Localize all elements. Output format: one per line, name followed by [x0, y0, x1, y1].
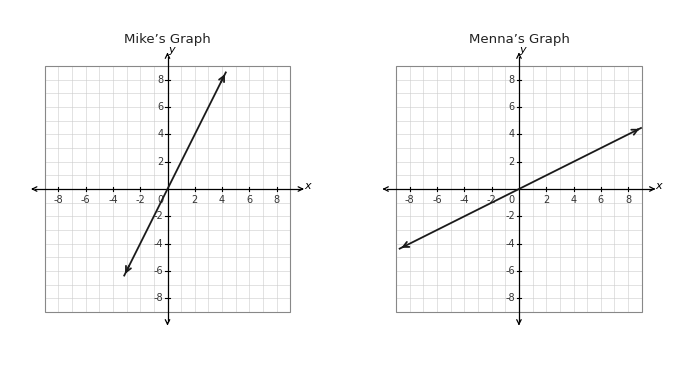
Text: y: y — [168, 46, 175, 55]
Text: -6: -6 — [154, 266, 164, 276]
Text: 2: 2 — [543, 195, 549, 205]
Text: 6: 6 — [157, 102, 164, 112]
Text: y: y — [520, 46, 526, 55]
Text: -2: -2 — [487, 195, 497, 205]
Title: Mike’s Graph: Mike’s Graph — [124, 33, 211, 46]
Text: -2: -2 — [505, 211, 515, 221]
Text: -6: -6 — [505, 266, 515, 276]
Text: -8: -8 — [53, 195, 63, 205]
Text: 0: 0 — [157, 195, 164, 205]
Text: -4: -4 — [460, 195, 469, 205]
Text: x: x — [304, 181, 311, 190]
Text: 6: 6 — [598, 195, 604, 205]
Text: 8: 8 — [274, 195, 280, 205]
Text: 4: 4 — [157, 130, 164, 139]
Text: 2: 2 — [157, 157, 164, 167]
Text: -4: -4 — [108, 195, 118, 205]
Text: -4: -4 — [154, 239, 164, 248]
Text: -8: -8 — [154, 293, 164, 303]
Text: x: x — [656, 181, 662, 190]
Bar — [44, 66, 290, 312]
Text: 6: 6 — [246, 195, 252, 205]
Text: -2: -2 — [153, 211, 164, 221]
Text: -6: -6 — [432, 195, 442, 205]
Text: -2: -2 — [135, 195, 145, 205]
Text: -4: -4 — [505, 239, 515, 248]
Title: Menna’s Graph: Menna’s Graph — [468, 33, 569, 46]
Text: 4: 4 — [571, 195, 577, 205]
Text: 8: 8 — [157, 75, 164, 85]
Text: 8: 8 — [625, 195, 631, 205]
Text: 8: 8 — [509, 75, 515, 85]
Text: -6: -6 — [81, 195, 90, 205]
Text: 2: 2 — [509, 157, 515, 167]
Text: 2: 2 — [192, 195, 198, 205]
Text: -8: -8 — [405, 195, 415, 205]
Text: -8: -8 — [505, 293, 515, 303]
Text: 4: 4 — [219, 195, 225, 205]
Text: 6: 6 — [509, 102, 515, 112]
Text: 4: 4 — [509, 130, 515, 139]
Bar — [396, 66, 642, 312]
Text: 0: 0 — [509, 195, 515, 205]
